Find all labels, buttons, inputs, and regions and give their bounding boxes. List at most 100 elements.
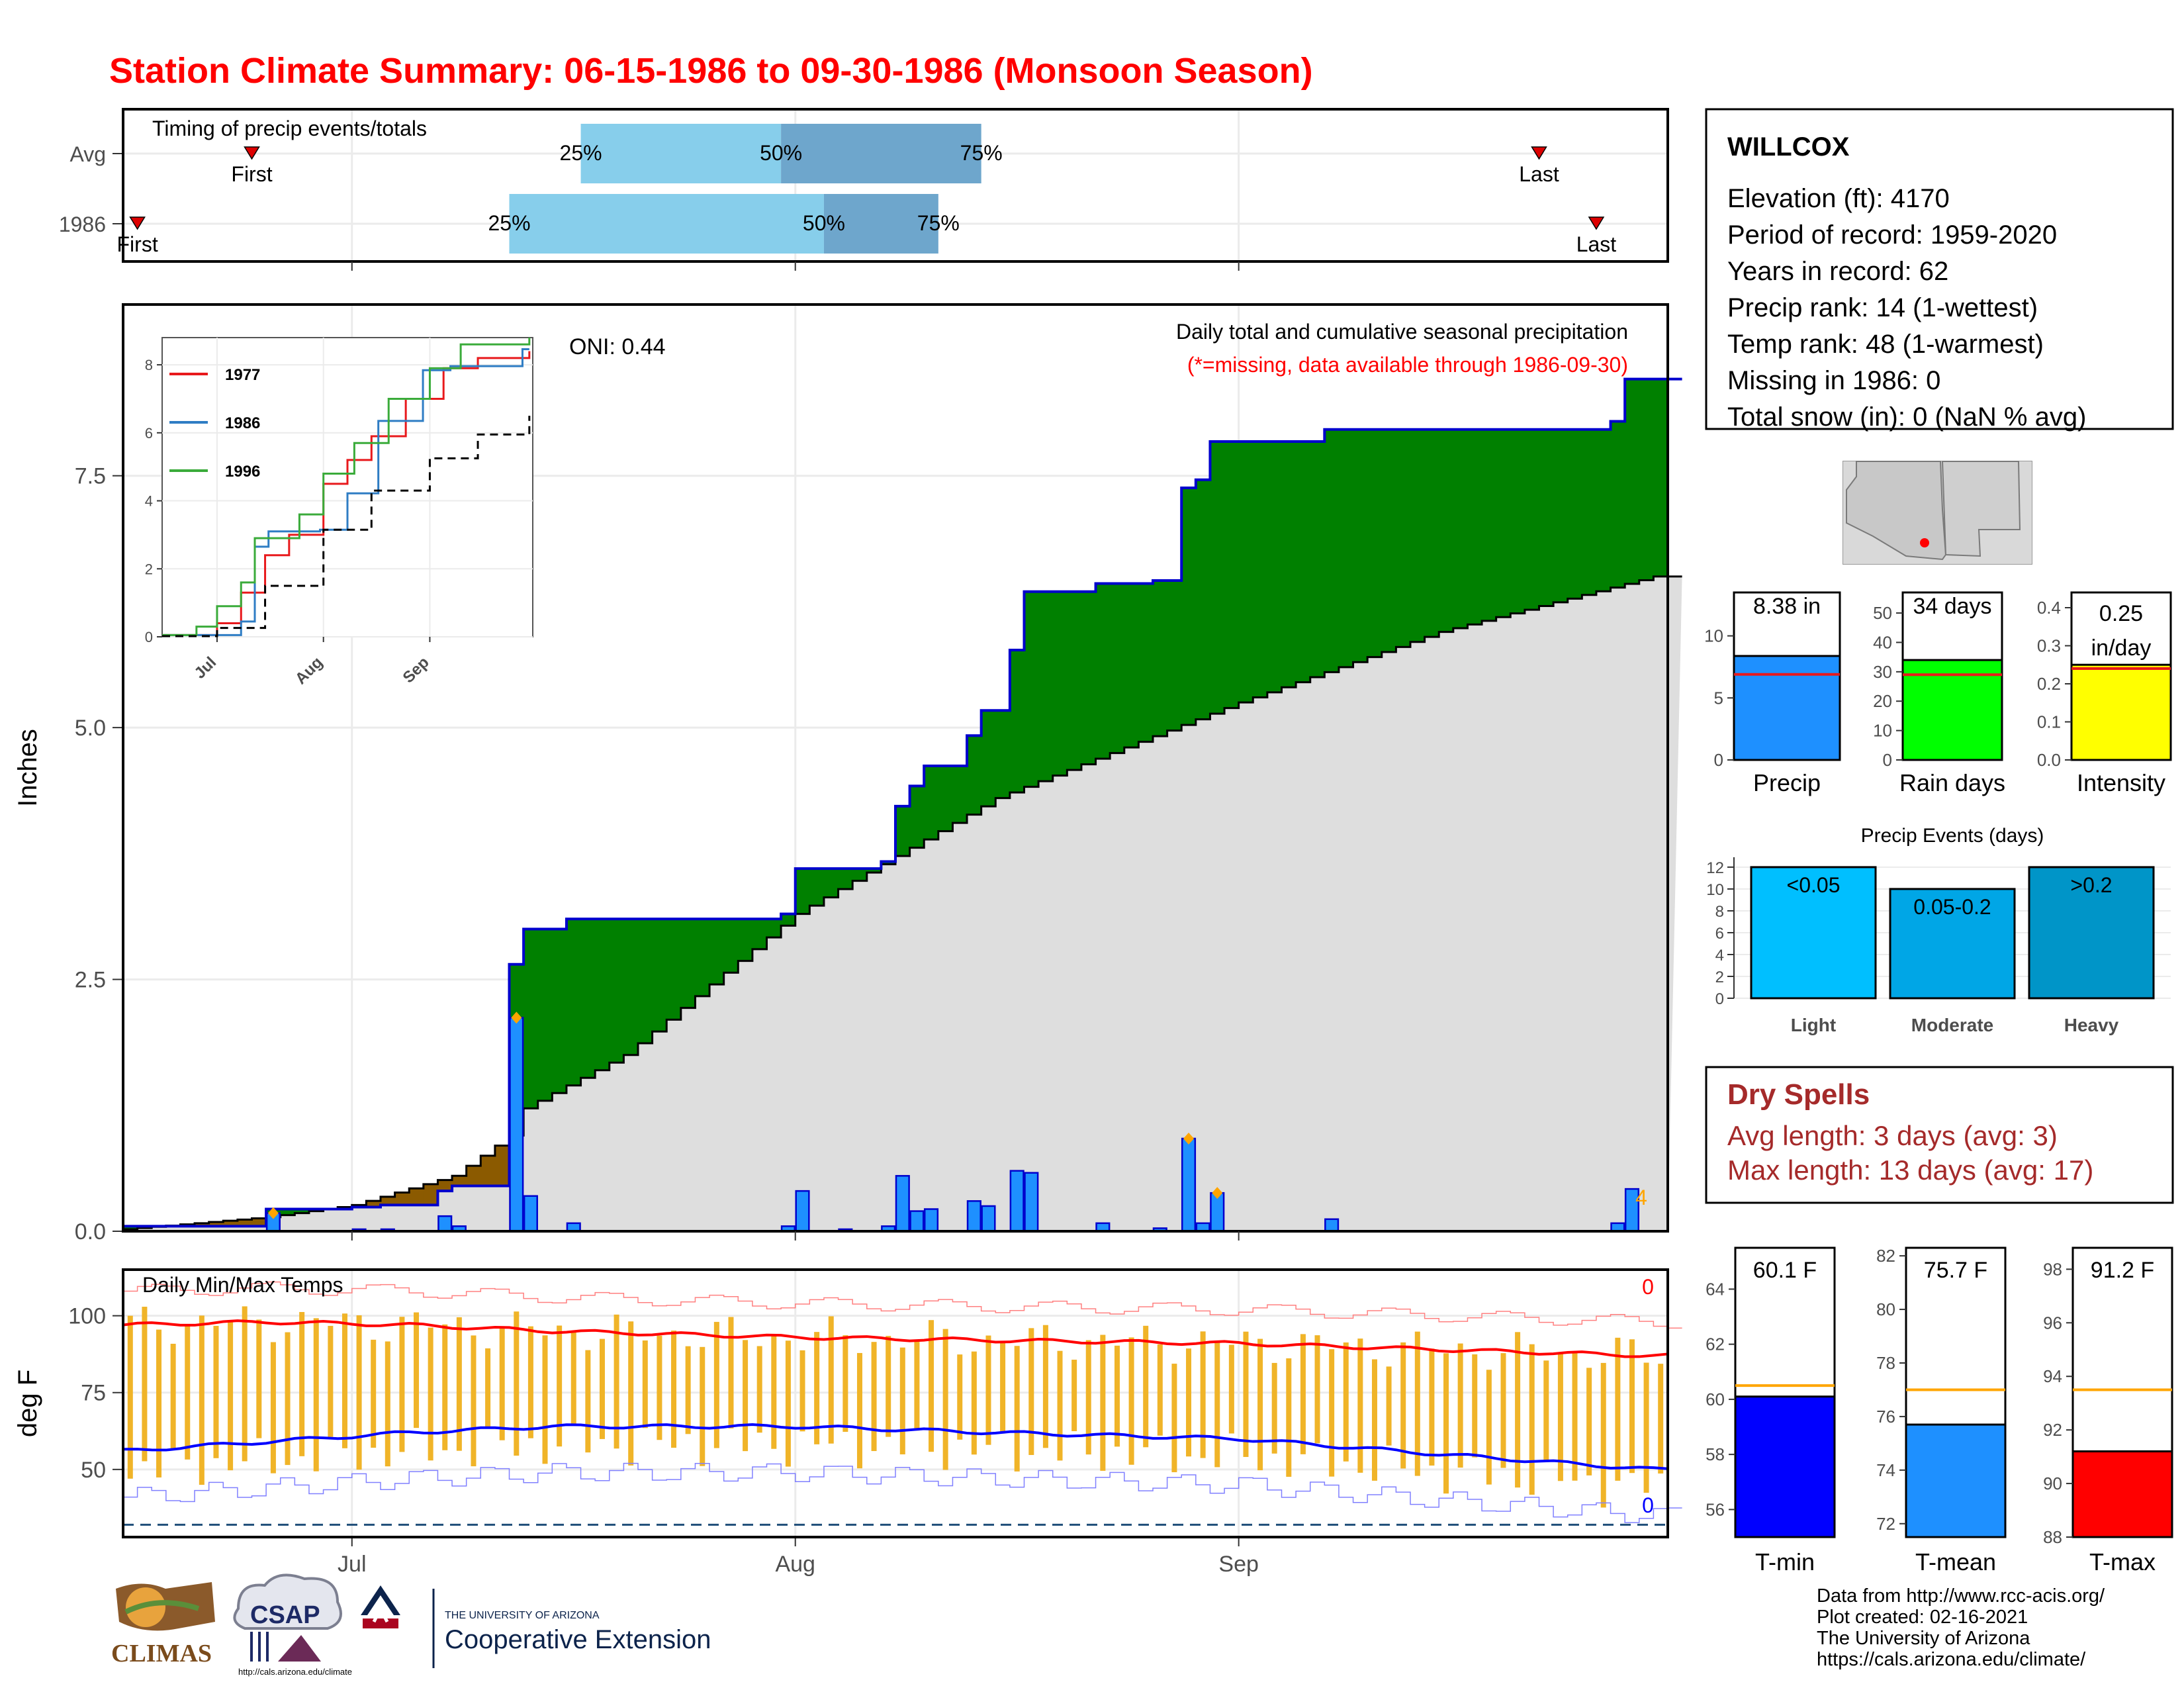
- precip-ytick-label: 0.0: [75, 1219, 106, 1244]
- daily-temp-bar: [1371, 1359, 1377, 1481]
- avg-min-temp-line: [122, 1423, 1668, 1470]
- daily-temp-bar: [614, 1314, 619, 1449]
- above-average-fill: [1610, 421, 1625, 588]
- csap-logo-text: CSAP: [250, 1601, 320, 1629]
- above-average-fill: [1353, 429, 1368, 663]
- daily-precip-bar: [1024, 1172, 1039, 1233]
- summary-ytick-label: 50: [1873, 603, 1892, 623]
- above-average-fill: [1024, 591, 1039, 787]
- temp-summary-label: T-max: [2089, 1548, 2156, 1575]
- daily-temp-bar: [1186, 1348, 1192, 1457]
- precip-ytick-label: 7.5: [75, 464, 106, 489]
- daily-temp-bar: [1014, 1346, 1020, 1472]
- above-average-fill: [280, 1209, 295, 1215]
- daily-temp-bar: [127, 1315, 133, 1479]
- daily-temp-bar: [1114, 1345, 1120, 1447]
- daily-precip-bar: [923, 1208, 939, 1233]
- daily-temp-bar: [671, 1331, 677, 1448]
- daily-temp-bar: [1457, 1343, 1463, 1468]
- above-average-fill: [1510, 429, 1525, 614]
- below-average-fill: [195, 1223, 210, 1227]
- inset-legend-label: 1996: [225, 463, 260, 481]
- precip-corner-count: 4: [1635, 1186, 1647, 1209]
- average-cumulative-area: [123, 576, 1682, 1231]
- events-ytick-label: 2: [1715, 968, 1724, 986]
- above-average-fill: [537, 929, 553, 1101]
- above-average-fill: [938, 765, 954, 831]
- quartile-bar-25-50: [580, 124, 782, 183]
- daily-temp-bar: [1357, 1338, 1363, 1473]
- daily-temp-bar: [471, 1335, 477, 1467]
- above-average-fill: [1153, 580, 1168, 737]
- daily-precip-bar: [509, 1017, 524, 1233]
- daily-precip-bar: [795, 1190, 810, 1233]
- daily-temp-bar: [1143, 1325, 1149, 1448]
- daily-temp-bar: [743, 1340, 749, 1452]
- temp-summary-ytick-label: 56: [1706, 1499, 1725, 1519]
- record-max-line: [123, 1281, 1682, 1329]
- above-average-fill: [595, 919, 610, 1070]
- above-average-fill: [566, 919, 582, 1086]
- above-average-fill: [1424, 429, 1439, 637]
- above-average-fill: [638, 919, 653, 1043]
- daily-temp-bar: [1529, 1344, 1535, 1495]
- daily-precip-bar: [1181, 1137, 1197, 1233]
- events-ytick-label: 10: [1706, 881, 1724, 899]
- station-detail-line: Period of record: 1959-2020: [1727, 220, 2057, 250]
- summary-ytick-label: 30: [1873, 662, 1892, 682]
- daily-temp-bar: [1500, 1353, 1506, 1468]
- daily-temp-bar: [886, 1336, 891, 1437]
- daily-temp-bar: [1572, 1351, 1578, 1481]
- daily-temp-bar: [1472, 1354, 1478, 1458]
- summary-bar: [1733, 655, 1841, 761]
- heavy-event-marker: [1212, 1187, 1223, 1199]
- daily-temp-bar: [1042, 1325, 1048, 1448]
- below-average-fill: [452, 1176, 467, 1186]
- daily-temp-bar: [270, 1342, 276, 1474]
- above-average-fill: [1381, 429, 1396, 652]
- above-average-fill: [838, 868, 853, 890]
- above-average-fill: [952, 765, 968, 823]
- above-average-fill: [1639, 379, 1654, 581]
- above-average-fill: [852, 868, 868, 881]
- daily-temp-bar: [985, 1335, 991, 1445]
- temp-summary-ytick-label: 78: [1876, 1353, 1895, 1373]
- summary-ytick-label: 0.0: [2037, 750, 2061, 770]
- inset-series-1996: [162, 338, 531, 636]
- timing-row-label: Avg: [69, 142, 106, 166]
- above-average-fill: [1467, 429, 1482, 625]
- daily-temp-bar: [914, 1340, 920, 1431]
- daily-temp-bar: [585, 1350, 591, 1453]
- summary-value-label: 0.25: [2099, 601, 2143, 626]
- daily-temp-bar: [942, 1329, 948, 1470]
- daily-precip-bar: [895, 1175, 910, 1233]
- avg-max-temp-line: [122, 1319, 1668, 1358]
- daily-temp-bar: [1271, 1362, 1277, 1454]
- above-average-fill: [552, 929, 567, 1094]
- events-ytick-label: 4: [1715, 947, 1724, 964]
- daily-temp-bar: [313, 1318, 319, 1472]
- station-detail-line: Missing in 1986: 0: [1727, 366, 1940, 395]
- daily-temp-bar: [371, 1339, 377, 1448]
- daily-temp-bar: [1057, 1350, 1063, 1461]
- below-average-fill: [366, 1201, 381, 1207]
- temp-summary-ytick-label: 64: [1706, 1279, 1725, 1299]
- daily-temp-bar: [499, 1327, 505, 1440]
- below-average-fill: [466, 1166, 481, 1186]
- timing-title: Timing of precip events/totals: [152, 117, 427, 140]
- daily-temp-bar: [199, 1315, 205, 1485]
- summary-ytick-label: 40: [1873, 632, 1892, 652]
- daily-temp-bar: [1629, 1339, 1635, 1474]
- precip-ylabel: Inches: [13, 729, 42, 807]
- daily-temp-bar: [1486, 1370, 1492, 1485]
- temp-summary-ytick-label: 60: [1706, 1389, 1725, 1409]
- temp-summary-label: T-mean: [1915, 1548, 1996, 1575]
- above-average-fill: [1310, 441, 1325, 678]
- above-average-fill: [1038, 591, 1054, 782]
- daily-temp-bar: [156, 1329, 162, 1477]
- daily-temp-bar: [1429, 1348, 1435, 1466]
- ua-logo-top: THE UNIVERSITY OF ARIZONA: [445, 1610, 600, 1621]
- temp-summary-value-label: 60.1 F: [1753, 1258, 1817, 1283]
- last-event-marker: [1588, 216, 1605, 230]
- above-average-fill: [1367, 429, 1383, 657]
